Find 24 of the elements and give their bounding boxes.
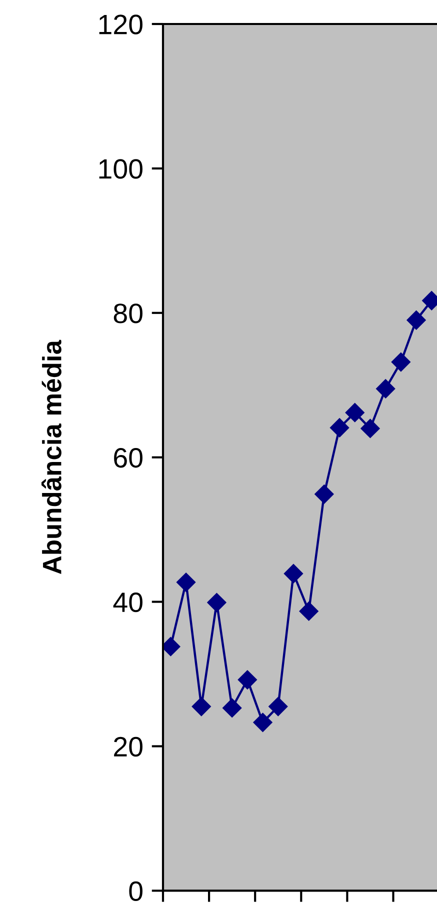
point (192, 696, 211, 716)
point (330, 418, 350, 438)
point (238, 670, 257, 690)
point (222, 698, 242, 718)
y-tick-label: 120 (99, 14, 142, 34)
y-tick-label: 100 (99, 159, 142, 179)
point (207, 592, 226, 612)
point (345, 403, 364, 422)
y-tick-label: 20 (114, 736, 142, 757)
point (268, 696, 288, 716)
y-tick-label: 40 (113, 592, 142, 612)
y-tick-label: 60 (114, 448, 142, 468)
y-tick-label: 80 (114, 304, 142, 324)
point (176, 572, 196, 592)
point (314, 484, 334, 504)
y-axis-title: Abundância média (41, 340, 62, 574)
point (406, 310, 426, 330)
point (253, 712, 272, 732)
point (284, 564, 304, 584)
point (376, 379, 396, 398)
point (360, 418, 380, 438)
point (391, 352, 410, 372)
point (299, 602, 318, 621)
y-tick-label: 0 (129, 881, 142, 902)
